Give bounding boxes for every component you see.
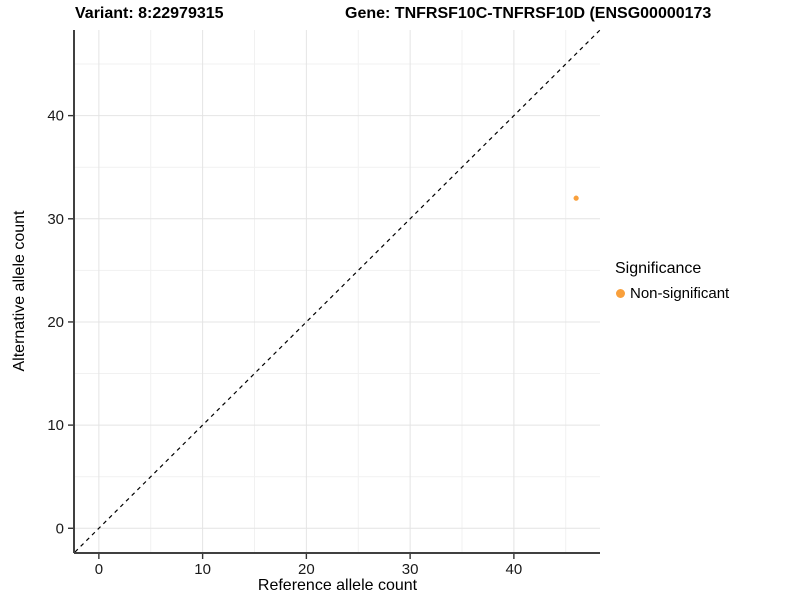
- legend-entry-label: Non-significant: [630, 285, 730, 302]
- x-tick-label: 40: [506, 561, 523, 578]
- y-tick-label: 20: [47, 314, 64, 331]
- y-tick-label: 40: [47, 108, 64, 125]
- identity-reference-line: [74, 29, 601, 553]
- legend-point-icon: [616, 289, 625, 298]
- legend-entry: Non-significant: [615, 285, 729, 302]
- x-tick-label: 10: [194, 561, 211, 578]
- y-tick-label: 10: [47, 417, 64, 434]
- data-point: [573, 195, 579, 201]
- y-tick-label: 30: [47, 211, 64, 228]
- x-axis-title: Reference allele count: [257, 577, 418, 594]
- plot-title-variant: Variant: 8:22979315: [75, 5, 224, 22]
- y-axis-title: Alternative allele count: [11, 210, 28, 372]
- legend-title: Significance: [615, 260, 702, 277]
- plot-panel: 0 10 20 30 40 0 10 20 30 40: [47, 29, 601, 578]
- x-tick-label: 20: [298, 561, 315, 578]
- plot-title-gene: Gene: TNFRSF10C-TNFRSF10D (ENSG00000173: [345, 5, 712, 22]
- x-tick-label: 30: [402, 561, 419, 578]
- legend: Significance Non-significant: [615, 260, 729, 302]
- x-tick-label: 0: [95, 561, 103, 578]
- y-tick-label: 0: [56, 520, 64, 537]
